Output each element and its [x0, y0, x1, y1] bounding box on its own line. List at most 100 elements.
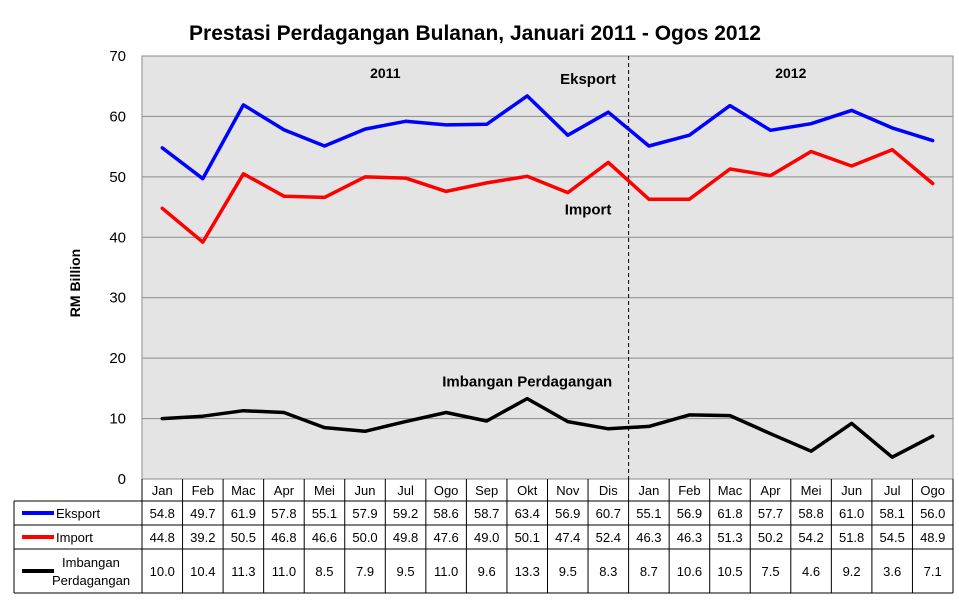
x-tick-label: Sep [475, 483, 498, 498]
data-cell: 61.8 [717, 506, 742, 521]
data-cell: 9.6 [478, 564, 496, 579]
x-tick-label: Mac [718, 483, 743, 498]
y-axis-ticks: 0 10 20 30 40 50 60 70 [109, 48, 126, 488]
data-cell: 61.0 [839, 506, 864, 521]
x-tick-label: Nov [556, 483, 580, 498]
x-tick-label: Dis [599, 483, 618, 498]
y-tick-label: 30 [109, 290, 126, 307]
data-cell: 54.8 [150, 506, 175, 521]
data-cell: 46.8 [271, 530, 296, 545]
x-tick-label: Mac [231, 483, 256, 498]
data-cell: 48.9 [920, 530, 945, 545]
x-tick-label: Apr [760, 483, 781, 498]
data-cell: 8.7 [640, 564, 658, 579]
data-table: Jan Feb Mac Apr Mei Jun Jul Ogo Sep Okt Nov Dis Jan F… [13, 479, 954, 594]
data-cell: 11.0 [272, 564, 296, 579]
data-cell: 44.8 [150, 530, 175, 545]
data-cell: 56.9 [677, 506, 702, 521]
data-cell: 58.6 [433, 506, 458, 521]
data-cell: 10.5 [717, 564, 742, 579]
data-cell: 11.0 [434, 564, 458, 579]
data-cell: 50.0 [352, 530, 377, 545]
data-cell: 10.0 [150, 564, 175, 579]
data-cell: 7.5 [761, 564, 779, 579]
data-cell: 58.8 [798, 506, 823, 521]
x-tick-label: Jun [841, 483, 862, 498]
legend-label: Eksport [56, 506, 100, 521]
y-tick-label: 10 [109, 411, 126, 428]
data-cell: 57.9 [352, 506, 377, 521]
data-cell: 57.7 [758, 506, 783, 521]
data-cell: 61.9 [231, 506, 256, 521]
data-cell: 4.6 [802, 564, 820, 579]
data-cell: 49.0 [474, 530, 499, 545]
data-cell: 49.8 [393, 530, 418, 545]
gridlines [141, 55, 954, 480]
x-tick-label: Jul [397, 483, 414, 498]
data-cell: 39.2 [190, 530, 215, 545]
data-cell: 54.2 [798, 530, 823, 545]
data-cell: 51.8 [839, 530, 864, 545]
y-tick-label: 70 [109, 48, 126, 65]
x-tick-label: Mei [314, 483, 335, 498]
data-cell: 60.7 [596, 506, 621, 521]
series-label: Import [565, 202, 612, 219]
series-label: Eksport [560, 71, 616, 88]
y-tick-label: 50 [109, 169, 126, 186]
data-cell: 7.9 [356, 564, 374, 579]
legend-label: Import [56, 530, 93, 545]
data-cell: 47.6 [433, 530, 458, 545]
y-tick-label: 60 [109, 108, 126, 125]
data-cell: 9.5 [397, 564, 415, 579]
chart-title: Prestasi Perdagangan Bulanan, Januari 20… [189, 22, 761, 45]
data-cell: 10.6 [677, 564, 702, 579]
x-tick-label: Jun [355, 483, 376, 498]
data-cell: 57.8 [271, 506, 296, 521]
x-tick-label: Jul [884, 483, 901, 498]
data-cell: 7.1 [924, 564, 942, 579]
series-labels: Eksport Import Imbangan Perdagangan [442, 71, 616, 390]
data-cell: 46.6 [312, 530, 337, 545]
x-tick-label: Mei [801, 483, 822, 498]
data-cell: 46.3 [677, 530, 702, 545]
data-cell: 56.0 [920, 506, 945, 521]
y-axis-label: RM Billion [67, 249, 83, 317]
data-cell: 13.3 [515, 564, 540, 579]
series-line-imbangan-perdagangan [160, 396, 935, 459]
data-cell: 8.5 [315, 564, 333, 579]
year-label: 2012 [775, 65, 806, 81]
y-tick-label: 40 [109, 229, 126, 246]
data-cell: 52.4 [596, 530, 621, 545]
data-cell: 55.1 [312, 506, 337, 521]
y-tick-label: 20 [109, 350, 126, 367]
year-label: 2011 [370, 65, 401, 81]
x-tick-label: Jan [152, 483, 173, 498]
year-labels: 2011 2012 [370, 65, 806, 81]
data-cell: 50.2 [758, 530, 783, 545]
data-cell: 10.4 [190, 564, 215, 579]
data-cell: 9.2 [843, 564, 861, 579]
data-cell: 46.3 [636, 530, 661, 545]
data-cell: 3.6 [883, 564, 901, 579]
x-tick-label: Feb [678, 483, 700, 498]
plot-area [142, 56, 953, 479]
data-cell: 55.1 [636, 506, 661, 521]
series-lines [160, 94, 935, 459]
data-cell: 49.7 [190, 506, 215, 521]
data-cell: 54.5 [880, 530, 905, 545]
x-tick-label: Ogo [920, 483, 945, 498]
x-tick-label: Okt [517, 483, 538, 498]
x-tick-label: Ogo [434, 483, 459, 498]
data-cell: 51.3 [717, 530, 742, 545]
data-cell: 58.1 [880, 506, 905, 521]
data-cell: 47.4 [555, 530, 580, 545]
data-cell: 9.5 [559, 564, 577, 579]
x-tick-label: Feb [192, 483, 214, 498]
legend-label: Perdagangan [52, 573, 130, 588]
legend-label: Imbangan [62, 555, 120, 570]
x-tick-label: Jan [638, 483, 659, 498]
series-line-import [160, 147, 935, 244]
data-cell: 63.4 [515, 506, 540, 521]
series-line-eksport [160, 94, 935, 181]
